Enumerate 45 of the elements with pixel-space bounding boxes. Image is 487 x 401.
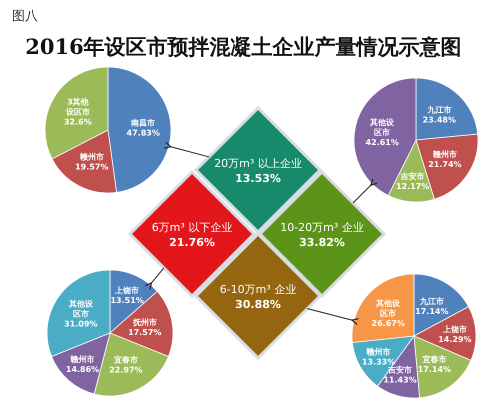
slice-label: 九江市 (418, 296, 444, 306)
category-label: 20万m³ 以上企业 (214, 157, 302, 170)
data-label: 33.82% (299, 236, 345, 249)
category-label: 10-20万m³ 企业 (280, 221, 364, 234)
slice-label: 九江市 (426, 104, 452, 114)
data-label: 14.29% (438, 335, 472, 344)
data-label: 19.57% (75, 162, 108, 172)
slice-label: 宜春市 (422, 354, 446, 364)
slice-label: 吉安市 (400, 170, 425, 181)
category-label: 6万m³ 以下企业 (152, 221, 232, 234)
text: 图八 (12, 9, 38, 24)
data-label: 30.88% (235, 298, 281, 311)
data-label: 17.14% (415, 307, 448, 316)
slice-label: 宜春市 (114, 354, 138, 364)
data-label: 12.17% (396, 182, 430, 191)
data-label: 13.51% (110, 296, 144, 306)
data-label: 31.09% (64, 319, 98, 328)
data-label: 17.57% (128, 328, 162, 338)
data-label: 22.97% (109, 366, 143, 374)
slice-label: 赣州市 (78, 151, 104, 162)
slice-label: 3其他设区市 (64, 98, 90, 117)
slice-label: 其他设区市 (68, 299, 94, 318)
slice-label: 上饶市 (114, 285, 140, 296)
slice-label: 赣州市 (70, 354, 95, 364)
data-label: 14.86% (66, 365, 100, 374)
slice-label: 上饶市 (442, 324, 467, 334)
data-label: 13.33% (362, 357, 396, 366)
data-label: 17.14% (418, 365, 452, 374)
slice-label: 其他设区市 (369, 118, 396, 138)
slice-label: 赣州市 (366, 346, 391, 356)
category-label: 6-10万m³ 企业 (220, 283, 296, 296)
data-label: 26.67% (372, 318, 405, 328)
text: 2016年设区市预拌混凝土企业产量情况示意图 (25, 34, 462, 59)
data-label: 11.43% (383, 375, 417, 384)
slice-label: 南昌市 (130, 118, 156, 128)
data-label: 21.76% (169, 236, 215, 249)
data-label: 32.6% (64, 118, 92, 127)
data-label: 23.48% (422, 115, 456, 124)
data-label: 21.74% (428, 160, 462, 170)
data-label: 42.61% (366, 138, 399, 148)
slice-label: 其他设区市 (375, 298, 402, 318)
slice-label: 赣州市 (432, 149, 457, 160)
slice-label: 抚州市 (132, 317, 157, 328)
data-label: 47.83% (126, 128, 160, 138)
data-label: 13.53% (235, 172, 281, 185)
